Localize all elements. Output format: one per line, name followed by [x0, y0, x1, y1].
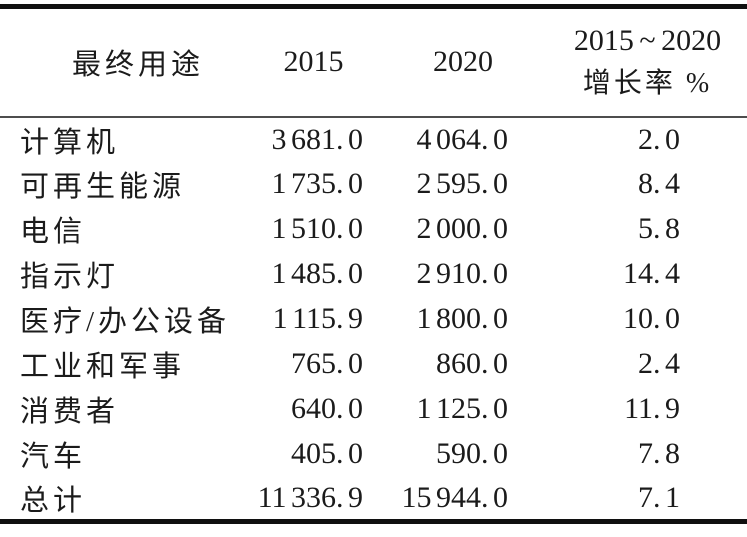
value-2015: 1 510. 0 [271, 212, 364, 245]
table-row: 医疗/办公设备 1 115. 9 1 800. 0 10. 0 [0, 297, 747, 342]
header-growth-rate: 2015 ~ 2020 增长率 % [508, 6, 747, 118]
header-2015: 2015 [250, 6, 363, 118]
row-label: 指示灯 [20, 261, 120, 293]
table-row: 计算机 3 681. 0 4 064. 0 2. 0 [0, 117, 747, 162]
table-row: 可再生能源 1 735. 0 2 595. 0 8. 4 [0, 162, 747, 207]
value-2015: 11 336. 9 [257, 480, 363, 514]
value-2015: 765. 0 [291, 347, 363, 380]
value-2015: 640. 0 [291, 392, 363, 425]
row-label: 计算机 [20, 126, 120, 159]
table-body: 计算机 3 681. 0 4 064. 0 2. 0 可再生能源 1 735. … [0, 117, 747, 522]
value-2015: 405. 0 [291, 437, 363, 470]
value-2020: 2 000. 0 [416, 212, 509, 245]
table-row: 汽车 405. 0 590. 0 7. 8 [0, 432, 747, 477]
end-use-table: 最终用途 2015 2020 2015 ~ 2020 增长率 % 计算机 3 6… [0, 4, 747, 524]
value-growth: 14. 4 [623, 257, 680, 290]
row-label: 医疗/办公设备 [20, 306, 231, 338]
header-growth-label: 增长率 % [582, 68, 713, 100]
value-2020: 1 125. 0 [416, 392, 509, 425]
value-2020: 590. 0 [436, 437, 508, 470]
value-2015: 3 681. 0 [271, 122, 364, 156]
row-label: 工业和军事 [20, 351, 186, 383]
value-2015: 1 485. 0 [271, 257, 364, 290]
value-2020: 15 944. 0 [401, 480, 509, 514]
table-row: 电信 1 510. 0 2 000. 0 5. 8 [0, 207, 747, 252]
row-label: 电信 [20, 216, 87, 248]
header-growth-years: 2015 ~ 2020 [573, 23, 722, 57]
value-2020: 860. 0 [436, 347, 508, 380]
table-row: 指示灯 1 485. 0 2 910. 0 14. 4 [0, 252, 747, 297]
value-growth: 2. 4 [638, 347, 680, 380]
table-row: 工业和军事 765. 0 860. 0 2. 4 [0, 342, 747, 387]
value-growth: 2. 0 [638, 122, 680, 156]
row-label: 可再生能源 [20, 171, 186, 203]
header-end-use: 最终用途 [0, 6, 250, 118]
header-row: 最终用途 2015 2020 2015 ~ 2020 增长率 % [0, 6, 747, 118]
value-2020: 4 064. 0 [416, 122, 509, 156]
header-2020: 2020 [363, 6, 508, 118]
row-label-total: 总计 [20, 484, 87, 517]
value-2015: 1 735. 0 [271, 167, 364, 200]
value-growth: 8. 4 [638, 167, 680, 200]
value-2015: 1 115. 9 [272, 302, 363, 335]
value-growth: 10. 0 [623, 302, 680, 335]
value-2020: 1 800. 0 [416, 302, 509, 335]
value-2020: 2 595. 0 [416, 167, 509, 200]
table-row: 消费者 640. 0 1 125. 0 11. 9 [0, 387, 747, 432]
value-growth: 5. 8 [638, 212, 680, 245]
row-label: 消费者 [20, 396, 120, 428]
table-header: 最终用途 2015 2020 2015 ~ 2020 增长率 % [0, 6, 747, 118]
value-growth: 7. 1 [638, 480, 680, 514]
table-row-total: 总计 11 336. 9 15 944. 0 7. 1 [0, 477, 747, 522]
value-growth: 7. 8 [638, 437, 680, 470]
value-growth: 11. 9 [624, 392, 680, 425]
value-2020: 2 910. 0 [416, 257, 509, 290]
row-label: 汽车 [20, 441, 87, 473]
